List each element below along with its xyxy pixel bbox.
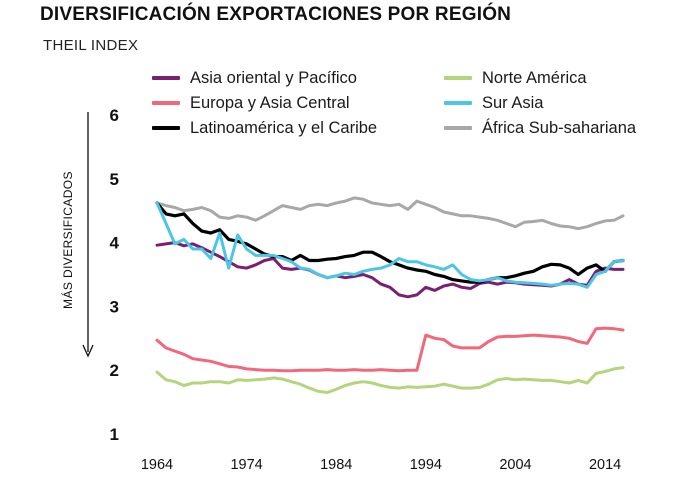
y-tick-label: 5 [110, 170, 119, 189]
legend: Asia oriental y Pacífico Europa y Asia C… [152, 66, 672, 146]
series-line-0 [155, 241, 625, 299]
series-line-2 [155, 201, 625, 284]
y-tick-label: 2 [110, 361, 119, 380]
series-line-1 [155, 326, 625, 373]
legend-swatch [152, 101, 180, 105]
legend-label: Asia oriental y Pacífico [190, 68, 357, 87]
legend-label: Latinoamérica y el Caribe [190, 118, 378, 137]
y-tick-label: 4 [110, 234, 120, 253]
series-line-5 [155, 196, 625, 231]
x-axis-ticks: 1964 1974 1984 1994 2004 2014 [141, 457, 621, 473]
chart-title: DIVERSIFICACIÓN EXPORTACIONES POR REGIÓN [40, 4, 512, 25]
x-tick-label: 1964 [141, 457, 173, 473]
x-tick-label: 1974 [230, 457, 262, 473]
legend-swatch [444, 76, 472, 80]
legend-swatch [152, 76, 180, 80]
chart-subtitle: THEIL INDEX [43, 37, 139, 54]
y-tick-label: 3 [110, 297, 119, 316]
series-line-4 [155, 201, 625, 289]
x-tick-label: 1994 [410, 457, 442, 473]
legend-item-europa: Europa y Asia Central [152, 91, 350, 115]
x-tick-label: 2004 [499, 457, 531, 473]
legend-item-africa: África Sub-sahariana [444, 116, 636, 140]
legend-swatch [152, 126, 180, 130]
legend-item-latinoamerica: Latinoamérica y el Caribe [152, 116, 377, 140]
legend-item-norte-america: Norte América [444, 66, 587, 90]
y-tick-label: 1 [110, 425, 119, 444]
legend-label: Norte América [482, 68, 587, 87]
series-lines [155, 196, 625, 394]
y-axis-label: MÁS DIVERSIFICADOS [60, 171, 75, 309]
x-tick-label: 1984 [320, 457, 352, 473]
legend-item-asia-oriental: Asia oriental y Pacífico [152, 66, 357, 90]
legend-label: Sur Asia [482, 93, 544, 112]
x-tick-label: 2014 [589, 457, 621, 473]
y-tick-label: 6 [110, 106, 119, 125]
diversification-arrow [82, 112, 94, 358]
series-line-3 [155, 366, 625, 394]
legend-swatch [444, 101, 472, 105]
legend-label: África Sub-sahariana [482, 118, 637, 137]
legend-swatch [444, 126, 472, 130]
arrow-head [82, 344, 94, 358]
legend-item-sur-asia: Sur Asia [444, 91, 543, 115]
y-axis-ticks: 1 2 3 4 5 6 [110, 106, 120, 444]
legend-label: Europa y Asia Central [190, 93, 350, 112]
